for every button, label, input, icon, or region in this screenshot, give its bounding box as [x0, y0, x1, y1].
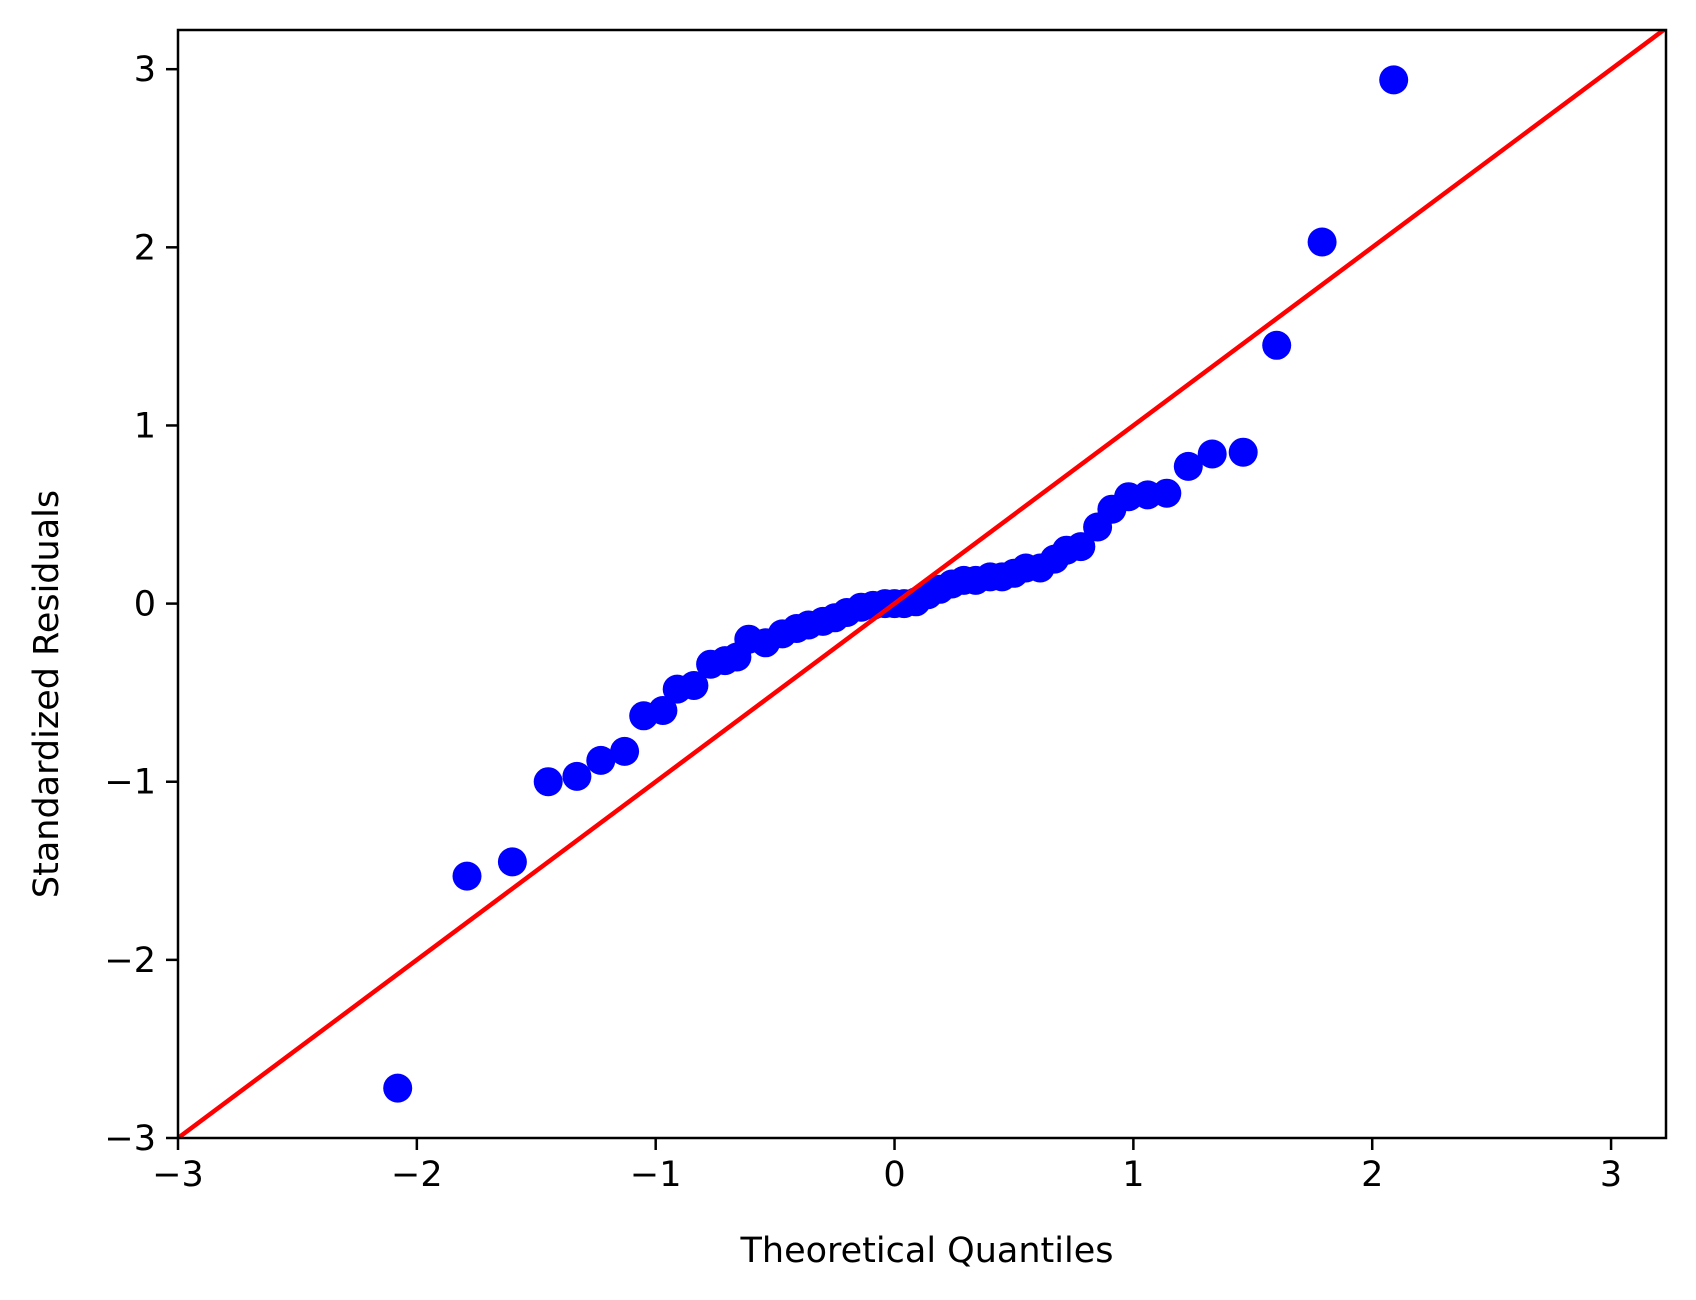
- data-point: [1262, 330, 1292, 360]
- y-axis-ticks: −3 −2 −1 0 1 2 3: [104, 50, 178, 1159]
- data-point: [383, 1073, 413, 1103]
- data-point: [1307, 227, 1337, 257]
- data-point: [1152, 478, 1182, 508]
- x-tick-label: 2: [1361, 1155, 1383, 1195]
- data-point: [586, 745, 616, 775]
- data-point: [1066, 532, 1096, 562]
- y-tick-label: −2: [104, 941, 156, 981]
- data-point: [533, 767, 563, 797]
- data-point: [497, 847, 527, 877]
- data-point: [452, 861, 482, 891]
- x-tick-label: −1: [630, 1155, 682, 1195]
- x-tick-label: 3: [1600, 1155, 1622, 1195]
- x-axis-label: Theoretical Quantiles: [740, 1231, 1114, 1271]
- y-tick-label: 1: [134, 406, 156, 446]
- reference-line-path: [178, 30, 1666, 1138]
- y-axis-label: Standardized Residuals: [27, 490, 67, 898]
- y-tick-label: −3: [104, 1119, 156, 1159]
- data-point: [648, 696, 678, 725]
- reference-line: [178, 30, 1666, 1138]
- x-axis-ticks: −3 −2 −1 0 1 2 3: [152, 1138, 1622, 1195]
- data-point: [679, 671, 709, 700]
- y-tick-label: 0: [134, 585, 156, 625]
- y-tick-label: −1: [104, 763, 156, 803]
- x-tick-label: −3: [152, 1155, 204, 1195]
- data-point: [610, 736, 640, 766]
- x-tick-label: 0: [883, 1155, 905, 1195]
- axes-frame: [176, 28, 1668, 1140]
- data-point: [1228, 437, 1258, 467]
- x-tick-label: −2: [391, 1155, 443, 1195]
- y-tick-label: 3: [134, 50, 156, 90]
- data-point: [562, 761, 592, 791]
- scatter-points: [383, 65, 1409, 1103]
- data-point: [1379, 65, 1409, 95]
- data-point: [1197, 439, 1227, 469]
- y-tick-label: 2: [134, 228, 156, 268]
- x-tick-label: 1: [1122, 1155, 1144, 1195]
- data-point: [1173, 451, 1203, 481]
